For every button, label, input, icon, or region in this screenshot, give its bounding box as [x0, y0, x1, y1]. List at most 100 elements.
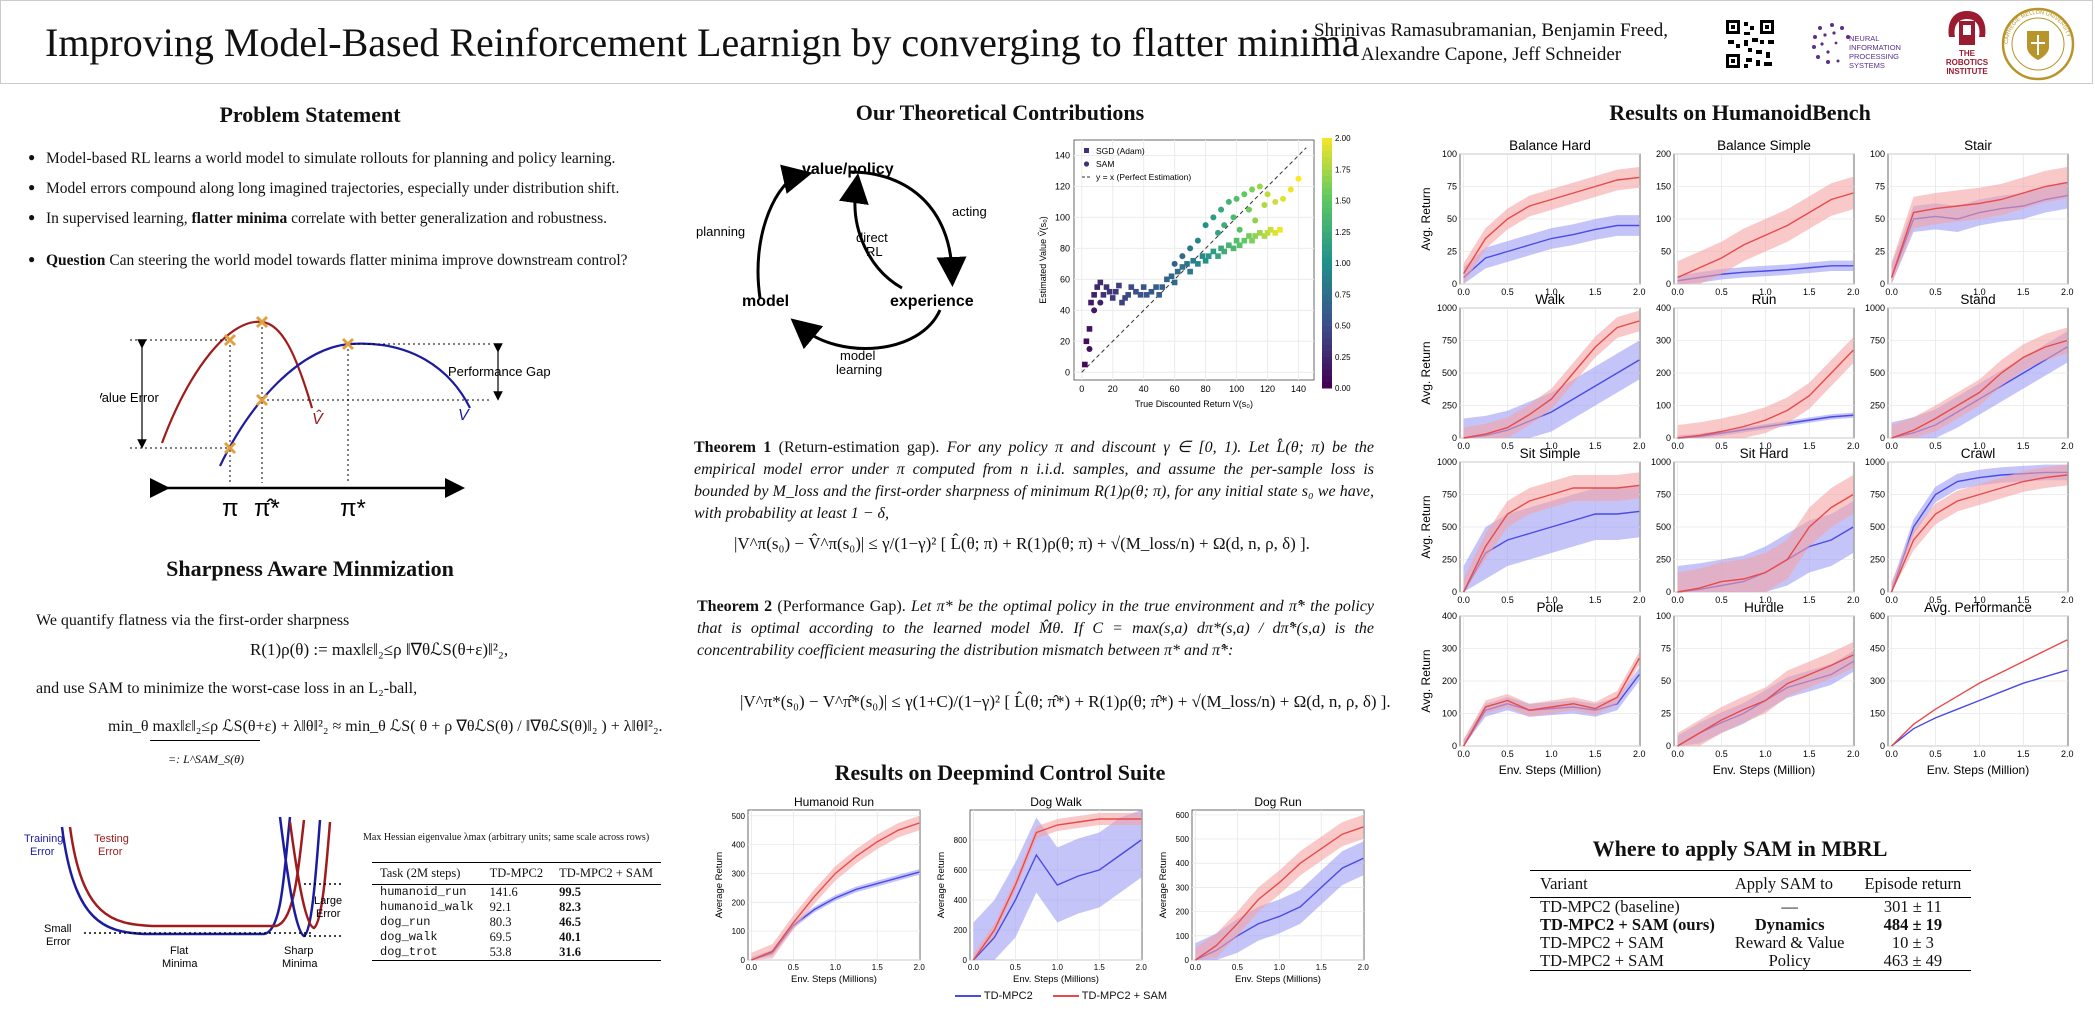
v-label: V — [458, 407, 470, 424]
x-tick-label: 60 — [1170, 384, 1180, 394]
x-tick-label: 0.0 — [1885, 441, 1898, 451]
colorbar-segment — [1322, 275, 1332, 283]
x-tick-label: 1.0 — [1052, 963, 1064, 972]
y-tick-label: 0 — [1452, 741, 1457, 751]
sam-point — [1225, 198, 1232, 205]
where-return: 10 ± 3 — [1891, 933, 1934, 952]
sam-heading: Sharpness Aware Minmization — [166, 556, 454, 581]
sam-intro: We quantify flatness via the first-order… — [36, 612, 350, 629]
colorbar-segment — [1322, 331, 1332, 339]
sgd-point — [1187, 268, 1193, 275]
humanoid-heading: Results on HumanoidBench — [1609, 100, 1871, 125]
y-axis-label: Estimated Value V̂(s₀) — [1038, 216, 1048, 304]
small-error-label-1: Small — [44, 923, 72, 935]
colorbar-segment — [1322, 344, 1332, 351]
sgd-point — [1218, 245, 1224, 252]
y-tick-label: 200 — [1656, 149, 1671, 159]
x-tick-label: 0.0 — [1190, 963, 1202, 972]
legend-swatch-sam — [1052, 995, 1079, 998]
hessian-value: 69.5 — [489, 930, 512, 944]
table-row: TD-MPC2 + SAM (ours) Dynamics 484 ± 19 — [1530, 916, 1971, 934]
x-tick-label: 80 — [1201, 384, 1211, 394]
theory-heading: Our Theoretical Contributions — [855, 100, 1145, 125]
y-axis-label: Avg. Return — [1419, 649, 1433, 712]
x-tick-label: 20 — [1108, 384, 1118, 394]
y-tick-label: 25 — [1447, 247, 1457, 257]
sam-point — [1097, 299, 1104, 306]
x-tick-label: 1.0 — [1973, 749, 1986, 759]
y-tick-label: 1000 — [1865, 457, 1885, 467]
y-tick-label: 0 — [1666, 587, 1671, 597]
value-error-label: Value Error — [100, 390, 159, 405]
sgd-point — [1168, 273, 1175, 280]
y-tick-label: 50 — [1875, 214, 1885, 224]
x-tick-label: 140 — [1291, 384, 1306, 394]
legend-marker-sgd — [1084, 148, 1089, 153]
x-tick-label: 2.0 — [2061, 287, 2074, 297]
direct-rl-label-1: direct — [856, 230, 888, 245]
y-tick-label: 140 — [1055, 150, 1070, 160]
sgd-point — [1113, 288, 1119, 295]
y-tick-label: 400 — [732, 841, 746, 850]
flat-minima-label-1: Flat — [170, 945, 188, 957]
sam-point — [1241, 191, 1248, 198]
y-tick-label: 100 — [1176, 932, 1190, 941]
sam-point — [1233, 195, 1240, 202]
colorbar-segment — [1322, 175, 1332, 183]
confidence-band — [1463, 485, 1640, 592]
y-tick-label: 0 — [1452, 433, 1457, 443]
sharp-minima-label-2: Minima — [282, 958, 318, 970]
sam-point — [1086, 346, 1093, 353]
y-tick-label: 750 — [1442, 336, 1457, 346]
x-tick-label: 2.0 — [1633, 749, 1646, 759]
x-tick-label: 0.5 — [1501, 749, 1514, 759]
sgd-point — [1156, 292, 1162, 298]
y-tick-label: 500 — [1442, 522, 1457, 532]
panel-title: Crawl — [1961, 446, 1996, 461]
y-tick-label: 800 — [954, 836, 968, 845]
colorbar-segment — [1322, 313, 1332, 320]
authors-line-2: Alexandre Capone, Jeff Schneider — [1360, 44, 1622, 65]
y-tick-label: 0 — [1666, 433, 1671, 443]
sam-point — [1252, 217, 1259, 224]
theorem-2: Theorem 2 (Performance Gap). Let π* be t… — [697, 596, 1374, 662]
series-line — [1677, 654, 1854, 747]
sam-point — [1264, 191, 1271, 198]
y-tick-label: 100 — [1656, 401, 1671, 411]
colorbar-segment — [1322, 325, 1332, 333]
sgd-point — [1241, 237, 1248, 244]
x-axis-label: Env. Steps (Million) — [1713, 763, 1815, 777]
x-tick-label: 2.0 — [914, 963, 926, 972]
y-tick-label: 75 — [1661, 644, 1671, 654]
theorem-1-text: For any policy π and discount γ ∈ [0, 1)… — [694, 439, 1374, 522]
x-tick-label: 1.5 — [1094, 963, 1106, 972]
sam-point — [1091, 307, 1098, 314]
y-tick-label: 600 — [1870, 611, 1885, 621]
hessian-value: 141.6 — [489, 885, 518, 899]
colorbar-segment — [1322, 356, 1332, 364]
question-text: Can steering the world model towards fla… — [105, 252, 628, 269]
theorem-1: Theorem 1 (Return-estimation gap). For a… — [694, 437, 1374, 525]
dmc-legend: TD-MPC2 TD-MPC2 + SAM — [955, 990, 1167, 1002]
x-tick-label: 0.5 — [1715, 441, 1728, 451]
confidence-band — [1463, 340, 1640, 438]
x-tick-label: 1.0 — [1973, 441, 1986, 451]
colorbar-segment — [1322, 375, 1332, 383]
x-tick-label: 0.0 — [1671, 441, 1684, 451]
sgd-point — [1103, 284, 1110, 290]
panel-title: Walk — [1535, 292, 1565, 307]
sgd-point — [1086, 326, 1093, 332]
y-tick-label: 50 — [1661, 247, 1671, 257]
colorbar-segment — [1322, 369, 1332, 376]
x-tick-label: 2.0 — [1847, 441, 1860, 451]
colorbar-segment — [1322, 194, 1332, 201]
sgd-point — [1140, 284, 1147, 290]
y-tick-label: 0 — [1065, 367, 1070, 377]
x-tick-label: 2.0 — [1358, 963, 1370, 972]
series-line — [972, 839, 1142, 961]
sgd-point — [1137, 292, 1144, 298]
theorem-2-equation: |V^π*(s₀) − V^π̂*(s₀)| ≤ γ(1+C)/(1−γ)² [… — [740, 692, 1391, 711]
sgd-point — [1125, 292, 1131, 298]
poster-header: Improving Model-Based Reinforcement Lear… — [0, 0, 2093, 84]
y-tick-label: 0 — [1880, 279, 1885, 289]
